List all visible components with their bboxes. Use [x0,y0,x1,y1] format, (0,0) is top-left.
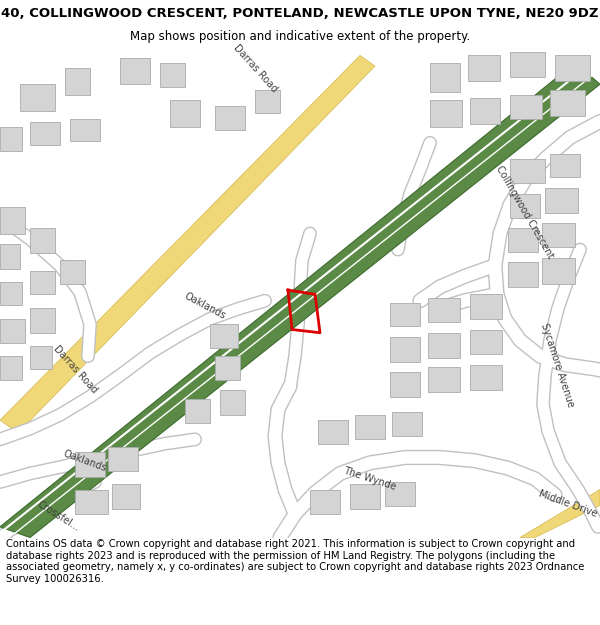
Polygon shape [428,332,460,358]
Polygon shape [550,154,580,177]
Polygon shape [430,63,460,92]
Polygon shape [510,52,545,77]
Polygon shape [30,346,52,369]
Polygon shape [555,56,590,81]
Polygon shape [390,372,420,397]
Polygon shape [0,319,25,343]
Polygon shape [310,489,340,514]
Polygon shape [470,365,502,390]
Polygon shape [350,484,380,509]
Text: Crossfel...: Crossfel... [35,499,81,533]
Polygon shape [60,260,85,284]
Polygon shape [510,159,545,183]
Polygon shape [390,303,420,326]
Polygon shape [508,262,538,287]
Text: Contains OS data © Crown copyright and database right 2021. This information is : Contains OS data © Crown copyright and d… [6,539,584,584]
Polygon shape [70,119,100,141]
Polygon shape [355,415,385,439]
Text: Oaklands: Oaklands [62,448,108,473]
Text: Collingwood Crescent: Collingwood Crescent [494,164,556,261]
Polygon shape [0,244,20,269]
Text: Sycamore Avenue: Sycamore Avenue [539,321,575,408]
Polygon shape [30,228,55,253]
Polygon shape [392,412,422,436]
Polygon shape [428,298,460,322]
Polygon shape [185,399,210,423]
Polygon shape [428,367,460,392]
Polygon shape [520,489,600,538]
Polygon shape [542,223,575,248]
Polygon shape [390,337,420,361]
Text: Middle Drive: Middle Drive [538,488,599,519]
Polygon shape [470,329,502,354]
Polygon shape [510,194,540,218]
Text: Darras Road: Darras Road [51,343,99,395]
Polygon shape [65,68,90,95]
Polygon shape [542,258,575,284]
Polygon shape [30,271,55,294]
Text: Map shows position and indicative extent of the property.: Map shows position and indicative extent… [130,30,470,43]
Polygon shape [108,447,138,471]
Polygon shape [20,84,55,111]
Polygon shape [0,127,22,151]
Text: Oaklands: Oaklands [182,291,227,321]
Polygon shape [0,281,22,305]
Polygon shape [112,484,140,509]
Polygon shape [255,89,280,113]
Polygon shape [470,294,502,319]
Text: Darras Road: Darras Road [231,42,279,94]
Polygon shape [470,98,500,124]
Polygon shape [0,56,375,433]
Polygon shape [160,63,185,88]
Polygon shape [430,100,462,127]
Polygon shape [468,56,500,81]
Polygon shape [215,106,245,130]
Polygon shape [545,188,578,213]
Polygon shape [385,482,415,506]
Polygon shape [75,452,105,477]
Polygon shape [75,489,108,514]
Polygon shape [30,121,60,145]
Text: The Wynde: The Wynde [343,466,398,492]
Polygon shape [210,324,238,348]
Polygon shape [550,89,585,116]
Polygon shape [0,63,600,538]
Polygon shape [30,308,55,332]
Polygon shape [508,228,538,252]
Polygon shape [510,95,542,119]
Polygon shape [0,207,25,234]
Polygon shape [120,58,150,84]
Polygon shape [318,420,348,444]
Text: 40, COLLINGWOOD CRESCENT, PONTELAND, NEWCASTLE UPON TYNE, NE20 9DZ: 40, COLLINGWOOD CRESCENT, PONTELAND, NEW… [1,7,599,19]
Polygon shape [220,390,245,415]
Polygon shape [215,356,240,379]
Polygon shape [0,356,22,379]
Polygon shape [170,100,200,127]
